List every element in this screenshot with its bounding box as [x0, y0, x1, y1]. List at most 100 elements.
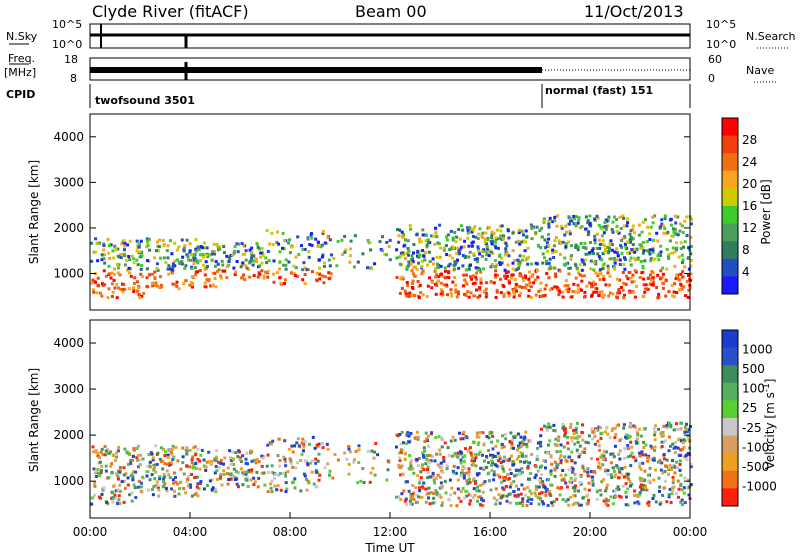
- data-cell: [510, 454, 513, 458]
- data-cell: [631, 224, 635, 228]
- data-cell: [662, 457, 666, 461]
- data-cell: [665, 500, 669, 504]
- data-cell: [634, 439, 638, 443]
- data-cell: [680, 447, 684, 451]
- data-cell: [647, 250, 651, 254]
- data-cell: [658, 485, 662, 489]
- data-cell: [492, 478, 496, 482]
- data-cell: [105, 452, 109, 455]
- data-cell: [620, 251, 624, 255]
- data-cell: [661, 430, 665, 434]
- data-cell: [582, 274, 586, 278]
- data-cell: [184, 491, 188, 495]
- data-cell: [327, 271, 331, 275]
- data-cell: [606, 468, 610, 472]
- data-cell: [513, 292, 517, 296]
- data-cell: [460, 224, 464, 228]
- data-cell: [432, 478, 436, 482]
- data-cell: [472, 440, 475, 444]
- data-cell: [91, 496, 95, 500]
- data-cell: [171, 268, 175, 272]
- data-cell: [474, 266, 478, 270]
- data-cell: [602, 454, 606, 458]
- data-cell: [475, 288, 478, 292]
- data-cell: [427, 458, 431, 462]
- data-cell: [214, 285, 218, 289]
- data-cell: [307, 255, 311, 259]
- data-cell: [624, 503, 628, 507]
- data-cell: [551, 504, 555, 507]
- data-cell: [524, 258, 528, 262]
- data-cell: [405, 251, 409, 255]
- data-cell: [430, 431, 434, 435]
- data-cell: [231, 450, 235, 454]
- data-cell: [177, 492, 181, 496]
- data-cell: [210, 488, 214, 491]
- data-cell: [251, 263, 255, 267]
- data-cell: [477, 249, 480, 253]
- data-cell: [509, 276, 513, 280]
- data-cell: [515, 502, 519, 506]
- data-cell: [484, 291, 488, 295]
- data-cell: [236, 455, 240, 459]
- data-cell: [145, 474, 149, 478]
- data-cell: [567, 287, 571, 291]
- data-cell: [682, 486, 686, 490]
- data-cell: [250, 459, 254, 463]
- data-cell: [468, 275, 472, 279]
- data-cell: [400, 492, 404, 496]
- data-cell: [686, 451, 690, 455]
- data-cell: [328, 264, 332, 268]
- data-cell: [554, 443, 558, 447]
- data-cell: [188, 249, 192, 253]
- data-cell: [595, 214, 599, 218]
- data-cell: [572, 222, 576, 226]
- data-cell: [530, 498, 534, 501]
- data-cell: [522, 278, 526, 282]
- station-title: Clyde River (fitACF): [92, 2, 249, 21]
- data-cell: [131, 454, 135, 458]
- data-cell: [658, 226, 662, 230]
- data-cell: [600, 258, 604, 262]
- data-cell: [602, 231, 606, 235]
- data-cell: [221, 263, 225, 267]
- data-cell: [470, 459, 474, 463]
- data-cell: [435, 255, 439, 259]
- data-cell: [409, 432, 413, 435]
- data-cell: [476, 443, 480, 446]
- data-cell: [135, 456, 139, 460]
- data-cell: [604, 497, 608, 501]
- data-cell: [484, 287, 488, 291]
- data-cell: [623, 293, 626, 297]
- data-cell: [112, 256, 116, 260]
- data-cell: [551, 248, 555, 252]
- data-cell: [218, 245, 221, 249]
- data-cell: [207, 253, 211, 257]
- data-cell: [612, 215, 616, 219]
- data-cell: [197, 247, 201, 251]
- data-cell: [498, 261, 502, 265]
- data-cell: [296, 437, 300, 441]
- ytick-label: 2000: [53, 428, 84, 442]
- data-cell: [646, 473, 650, 477]
- data-cell: [593, 217, 596, 221]
- data-cell: [489, 488, 493, 492]
- data-cell: [122, 283, 126, 286]
- data-cell: [193, 445, 197, 449]
- data-cell: [557, 239, 561, 243]
- data-cell: [449, 247, 453, 251]
- data-cell: [669, 223, 673, 227]
- data-cell: [675, 460, 679, 464]
- data-cell: [536, 275, 540, 279]
- data-cell: [109, 276, 113, 280]
- data-cell: [215, 457, 219, 461]
- data-cell: [116, 477, 120, 481]
- data-cell: [598, 242, 602, 246]
- data-cell: [613, 444, 617, 448]
- data-cell: [638, 462, 642, 466]
- data-cell: [674, 277, 678, 281]
- data-cell: [615, 464, 619, 468]
- data-cell: [576, 434, 580, 438]
- data-cell: [273, 476, 277, 480]
